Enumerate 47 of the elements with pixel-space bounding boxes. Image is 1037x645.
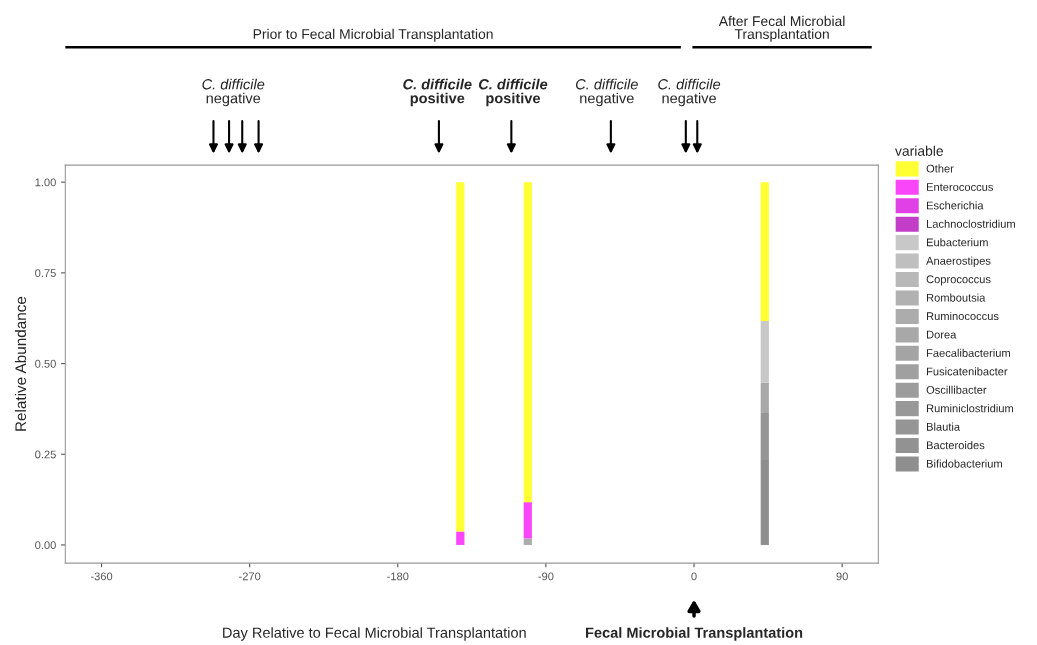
bar xyxy=(523,502,532,539)
y-tick-label: 1.00 xyxy=(35,178,56,187)
bar xyxy=(760,182,769,322)
text: C. difficile negative xyxy=(202,78,265,107)
y-tick-label: 0.50 xyxy=(35,359,56,368)
bar xyxy=(760,382,769,413)
x-tick-label: -270 xyxy=(239,572,261,581)
bar xyxy=(523,182,532,503)
text: After Fecal Microbial Transplantation xyxy=(718,15,845,42)
bar xyxy=(523,538,532,545)
x-tick-label: 0 xyxy=(691,572,697,581)
text: C. difficile positive xyxy=(478,78,548,107)
x-axis-title: Day Relative to Fecal Microbial Transplantation xyxy=(223,627,526,641)
legend-label: Eubacterium xyxy=(927,238,988,247)
text: C. difficile negative xyxy=(575,78,638,107)
text: Prior to Fecal Microbial Transplantation xyxy=(253,28,493,42)
legend-label: Escherichia xyxy=(927,201,984,210)
text: C. difficile negative xyxy=(658,78,721,107)
x-tick-label: 90 xyxy=(836,572,848,581)
legend-label: Romboutsia xyxy=(927,293,986,302)
x-tick-label: -180 xyxy=(387,572,409,581)
legend-label: Oscillibacter xyxy=(926,385,987,394)
legend-label: Enterococcus xyxy=(927,183,994,191)
y-axis-title: Relative Abundance xyxy=(14,296,27,431)
x-tick-label: -90 xyxy=(538,572,554,581)
legend-label: Bacteroides xyxy=(927,441,985,450)
text: Fecal Microbial Transplantation xyxy=(586,627,803,641)
y-tick-label: 0.00 xyxy=(35,541,56,550)
bar xyxy=(456,182,465,532)
y-tick-label: 0.25 xyxy=(35,450,56,459)
legend-label: Dorea xyxy=(927,330,957,339)
bar xyxy=(456,531,465,545)
legend-label: Fusicatenibacter xyxy=(927,367,1008,376)
legend-label: Lachnoclostridium xyxy=(927,219,1015,228)
legend-label: Blautia xyxy=(927,422,961,431)
legend-label: Bifidobacterium xyxy=(927,459,1002,468)
legend-title: variable xyxy=(895,145,943,156)
legend-label: Faecalibacterium xyxy=(927,348,1010,357)
legend-label: Coprococcus xyxy=(926,275,991,286)
x-tick-label: -360 xyxy=(90,572,113,581)
legend-label: Ruminiclostridium xyxy=(927,404,1014,413)
text: C. difficile positive xyxy=(403,78,472,107)
legend-label: Ruminococcus xyxy=(927,311,999,321)
legend-label: Other xyxy=(926,164,954,173)
y-tick-label: 0.75 xyxy=(35,269,56,277)
bar xyxy=(760,321,769,383)
legend-label: Anaerostipes xyxy=(926,256,991,267)
